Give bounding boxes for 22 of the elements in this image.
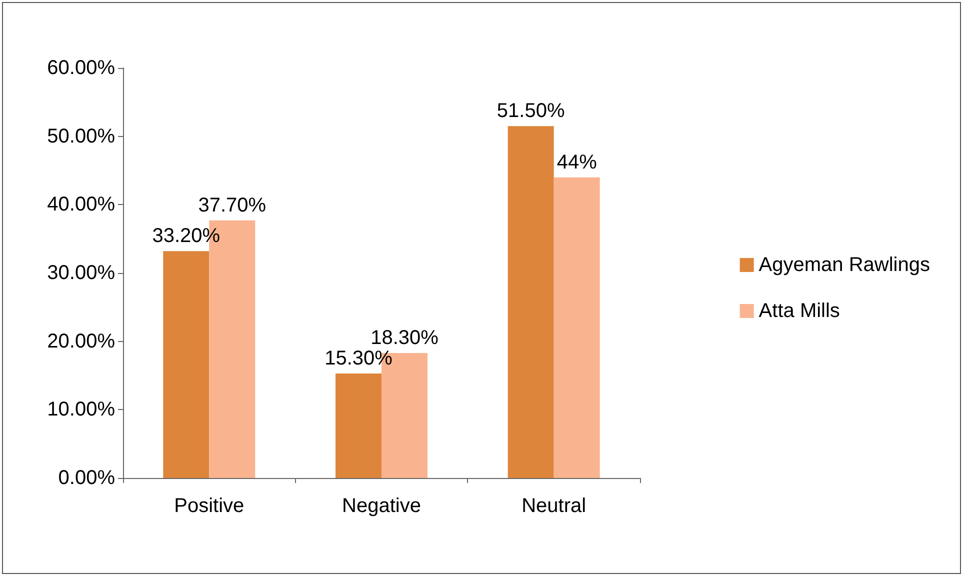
y-tick-label: 40.00% (47, 194, 116, 216)
data-label: 51.50% (496, 100, 565, 122)
x-tick-label: Positive (174, 495, 244, 517)
bar (508, 126, 554, 478)
y-tick-label: 30.00% (47, 262, 116, 284)
data-label: 18.30% (370, 326, 439, 349)
data-label: 15.30% (324, 347, 393, 370)
x-tick-label: Neutral (522, 495, 586, 517)
data-label: 44% (556, 151, 598, 174)
legend-label: Atta Mills (758, 300, 840, 322)
data-label: 33.20% (152, 225, 220, 248)
data-label: 37.70% (198, 194, 266, 216)
y-tick-label: 50.00% (47, 125, 116, 148)
y-tick-label: 20.00% (47, 330, 116, 352)
y-tick-label: 0.00% (58, 467, 116, 489)
x-tick-label: Negative (342, 495, 421, 517)
bar (336, 373, 382, 478)
bar (554, 177, 600, 478)
y-tick-label: 10.00% (47, 398, 116, 421)
legend-label: Agyeman Rawlings (758, 254, 930, 276)
y-tick-label: 60.00% (47, 57, 116, 79)
bar (163, 251, 210, 478)
